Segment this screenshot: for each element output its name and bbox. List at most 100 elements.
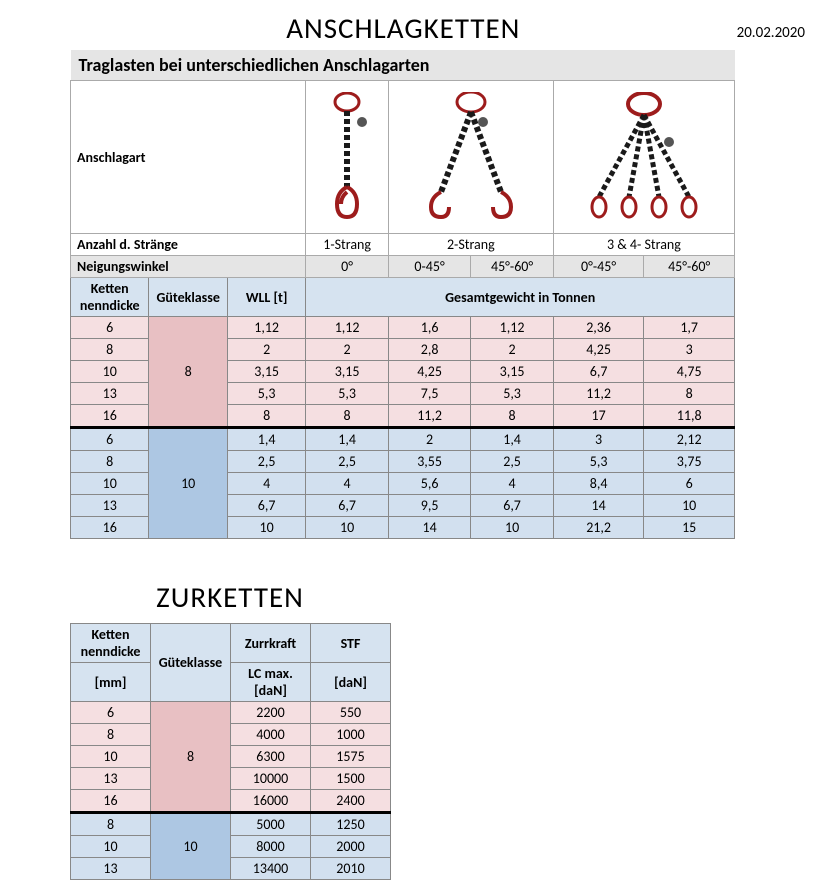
cell-value: 3 [553,428,644,451]
cell-value: 6,7 [553,361,644,383]
cell-guete: 8 [149,317,227,428]
cell-value: 21,2 [553,517,644,539]
cell-wll: 2 [227,339,305,361]
page-title: ANSCHLAGKETTEN [130,10,677,46]
cell-value: 2,5 [471,451,553,473]
zur-table: Ketten nenndicke Güteklasse Zurrkraft ST… [70,623,391,880]
cell-value: 3 [644,339,735,361]
cell-value: 11,2 [553,383,644,405]
cell-wll: 3,15 [227,361,305,383]
cell-wll: 2,5 [227,451,305,473]
cell-value: 14 [553,495,644,517]
cell-stf: 1250 [311,813,391,836]
cell-ketten: 13 [71,858,151,880]
cell-value: 1,4 [471,428,553,451]
cell-value: 11,8 [644,405,735,428]
chain-1-strand-icon [306,81,388,234]
cell-value: 10 [306,517,388,539]
cell-value: 11,2 [388,405,470,428]
table-row: 682200550 [71,702,391,724]
table-row: 1080002000 [71,836,391,858]
chain-4-strand-icon [553,81,734,234]
cell-value: 17 [553,405,644,428]
cell-value: 5,6 [388,473,470,495]
cell-ketten: 10 [71,746,151,768]
cell-ketten: 6 [71,702,151,724]
cell-wll: 1,12 [227,317,305,339]
cell-value: 2,12 [644,428,735,451]
cell-value: 2 [471,339,553,361]
cell-value: 6 [644,473,735,495]
cell-ketten: 8 [71,813,151,836]
column-headers-row: Ketten nenndicke Güteklasse WLL [t] Gesa… [71,278,735,317]
cell-zurr: 13400 [231,858,311,880]
title-row: ANSCHLAGKETTEN 20.02.2020 [10,10,805,46]
cell-value: 10 [644,495,735,517]
strand-count-row: Anzahl d. Stränge 1-Strang 2-Strang 3 & … [71,234,735,256]
cell-value: 5,3 [471,383,553,405]
cell-value: 3,75 [644,451,735,473]
table-row: 681,121,121,61,122,361,7 [71,317,735,339]
cell-value: 4 [306,473,388,495]
cell-value: 1,12 [471,317,553,339]
cell-ketten: 13 [71,383,149,405]
cell-zurr: 5000 [231,813,311,836]
cell-wll: 6,7 [227,495,305,517]
document-date: 20.02.2020 [737,24,805,46]
cell-ketten: 13 [71,495,149,517]
cell-stf: 1575 [311,746,391,768]
cell-value: 1,6 [388,317,470,339]
cell-value: 3,15 [306,361,388,383]
cell-value: 1,4 [306,428,388,451]
cell-value: 2,5 [306,451,388,473]
cell-guete: 10 [151,813,231,880]
cell-value: 2 [388,428,470,451]
cell-ketten: 8 [71,724,151,746]
table-row: 81050001250 [71,813,391,836]
cell-zurr: 8000 [231,836,311,858]
cell-wll: 1,4 [227,428,305,451]
cell-ketten: 6 [71,317,149,339]
cell-value: 4,25 [388,361,470,383]
cell-zurr: 2200 [231,702,311,724]
cell-zurr: 10000 [231,768,311,790]
angle-row: Neigungswinkel 0° 0-45° 45°-60° 0°-45° 4… [71,256,735,278]
cell-stf: 1500 [311,768,391,790]
table-row: 16160002400 [71,790,391,813]
cell-value: 2,36 [553,317,644,339]
cell-zurr: 4000 [231,724,311,746]
cell-value: 5,3 [306,383,388,405]
cell-value: 2 [306,339,388,361]
cell-guete: 10 [149,428,227,539]
anschlag-table: Traglasten bei unterschiedlichen Anschla… [70,50,735,539]
cell-stf: 2400 [311,790,391,813]
cell-value: 1,7 [644,317,735,339]
cell-wll: 8 [227,405,305,428]
table-row: 6101,41,421,432,12 [71,428,735,451]
cell-value: 8 [471,405,553,428]
cell-ketten: 16 [71,517,149,539]
cell-ketten: 16 [71,790,151,813]
anschlag-subtitle: Traglasten bei unterschiedlichen Anschla… [71,50,735,81]
cell-wll: 10 [227,517,305,539]
cell-value: 9,5 [388,495,470,517]
cell-value: 15 [644,517,735,539]
zur-title: ZURKETTEN [70,579,390,615]
cell-value: 6,7 [306,495,388,517]
cell-stf: 2010 [311,858,391,880]
cell-value: 8 [644,383,735,405]
table-row: 13100001500 [71,768,391,790]
cell-ketten: 6 [71,428,149,451]
cell-value: 4 [471,473,553,495]
chain-2-strand-icon [388,81,553,234]
cell-ketten: 10 [71,361,149,383]
table-row: 13 134002010 [71,858,391,880]
cell-value: 4,75 [644,361,735,383]
cell-ketten: 10 [71,473,149,495]
cell-value: 2,8 [388,339,470,361]
cell-value: 3,15 [471,361,553,383]
cell-value: 3,55 [388,451,470,473]
cell-value: 6,7 [471,495,553,517]
cell-ketten: 10 [71,836,151,858]
cell-value: 4,25 [553,339,644,361]
